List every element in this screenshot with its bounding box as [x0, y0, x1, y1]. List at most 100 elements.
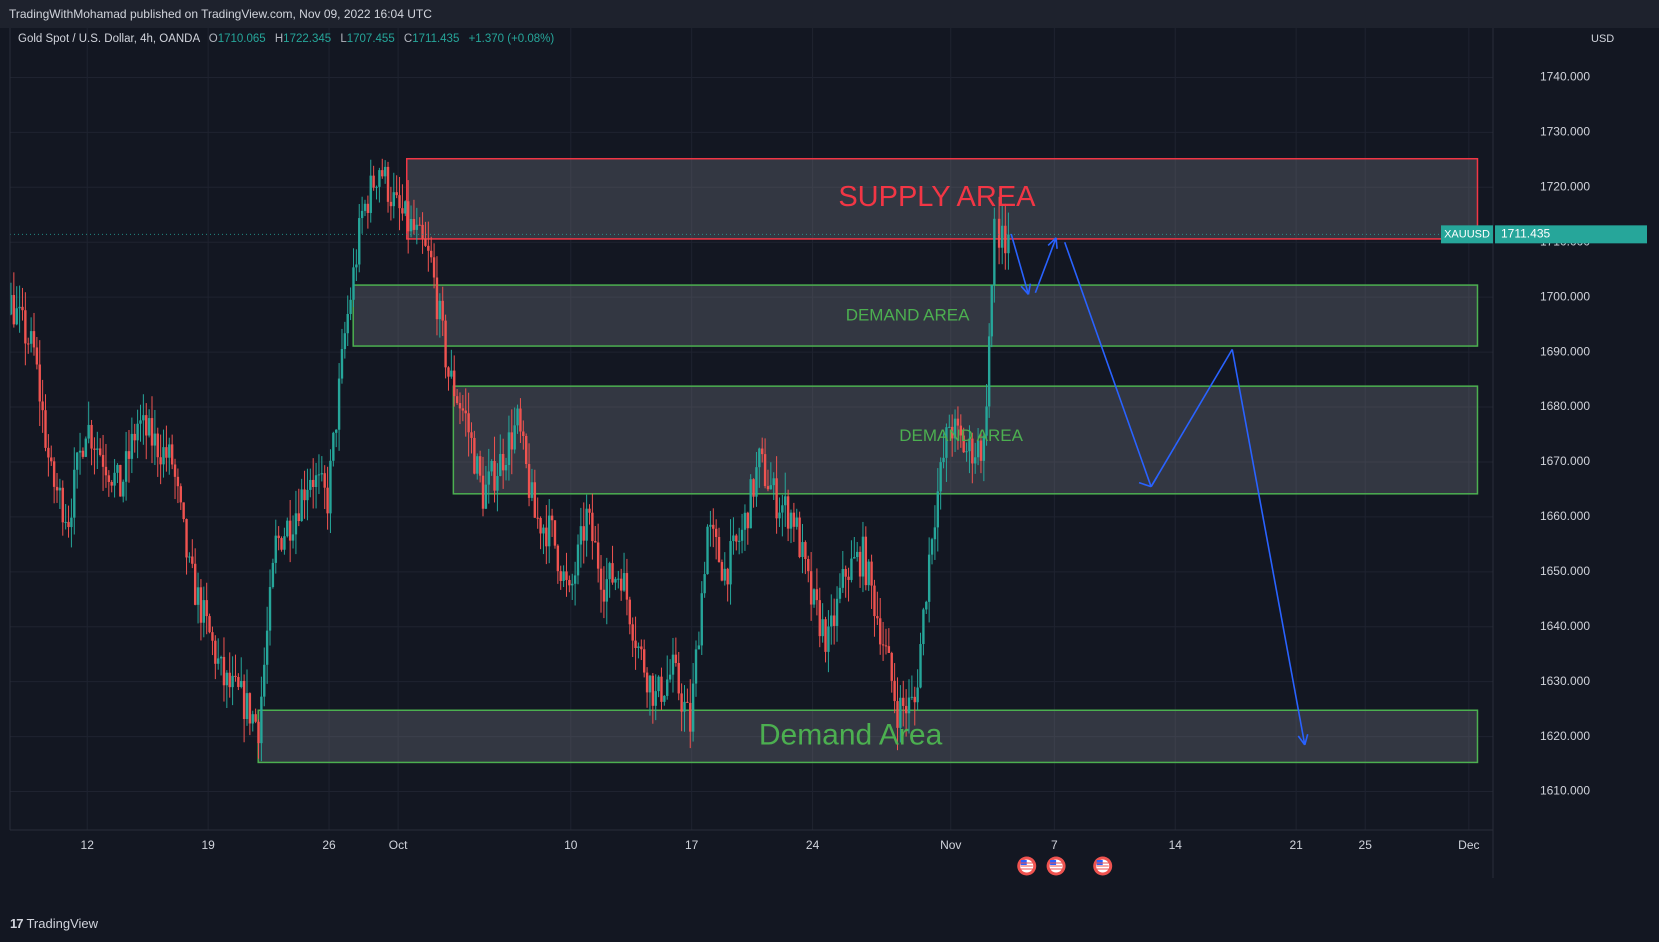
- candle-body: [697, 645, 701, 650]
- candle: [706, 524, 709, 575]
- candle: [982, 432, 986, 482]
- candle-body: [694, 649, 698, 684]
- candle: [447, 366, 450, 391]
- candle-body: [378, 170, 381, 187]
- candle-body: [801, 542, 804, 557]
- candle-body: [881, 644, 885, 646]
- candle: [965, 442, 968, 462]
- candle-body: [265, 630, 269, 665]
- candle: [7, 274, 9, 332]
- candle: [406, 180, 410, 254]
- candle: [712, 508, 715, 548]
- candle: [401, 184, 404, 221]
- candle-body: [861, 536, 865, 577]
- candle-body: [217, 658, 220, 664]
- candle: [294, 490, 298, 555]
- candle: [861, 521, 865, 593]
- candle-body: [75, 452, 79, 470]
- candle-body: [205, 600, 208, 617]
- candle: [807, 555, 810, 583]
- candle: [52, 457, 56, 504]
- arrowhead-line: [1020, 285, 1030, 295]
- candle-body: [752, 479, 755, 497]
- demand-zone: [352, 284, 1479, 347]
- candle-body: [622, 573, 626, 591]
- candle-body: [406, 201, 410, 232]
- candle-body: [930, 539, 934, 555]
- candle: [605, 557, 608, 625]
- candle-body: [245, 693, 249, 720]
- candle-body: [96, 448, 99, 450]
- candle-body: [993, 218, 996, 285]
- candle: [375, 185, 378, 200]
- candle: [219, 655, 223, 676]
- candle-body: [899, 697, 902, 728]
- candle: [786, 489, 790, 542]
- candle-body: [441, 300, 444, 321]
- candle: [263, 647, 266, 707]
- candle-body: [950, 426, 954, 439]
- time-axis-label: 25: [1359, 838, 1373, 852]
- candle: [467, 392, 470, 457]
- candle: [801, 523, 804, 574]
- candle: [985, 383, 988, 446]
- candle-body: [942, 457, 945, 463]
- candle: [240, 657, 243, 689]
- tradingview-brand[interactable]: 17 TradingView: [10, 916, 98, 931]
- candle: [758, 447, 761, 488]
- candle-body: [990, 284, 993, 337]
- candle-body: [84, 438, 88, 457]
- candle: [427, 221, 430, 272]
- candle-body: [815, 589, 819, 601]
- candle: [884, 628, 888, 655]
- candle-body: [458, 403, 462, 409]
- candle: [576, 534, 580, 585]
- candle: [231, 656, 234, 706]
- candle-body: [824, 619, 827, 652]
- candle: [522, 420, 525, 450]
- candle: [303, 470, 306, 519]
- candle-body: [283, 536, 286, 550]
- candle-body: [657, 676, 660, 692]
- candle-body: [504, 464, 508, 471]
- candle: [15, 286, 18, 326]
- candle: [602, 566, 606, 619]
- candle-body: [70, 517, 73, 528]
- candle: [948, 414, 951, 429]
- candle: [838, 573, 842, 604]
- candle-body: [648, 675, 652, 693]
- candle-body: [24, 310, 27, 344]
- candle-body: [674, 654, 678, 664]
- candle-body: [916, 687, 919, 703]
- candle-body: [974, 457, 977, 464]
- candle: [579, 507, 583, 568]
- candle: [470, 422, 473, 454]
- candle: [513, 407, 516, 454]
- candle: [683, 685, 686, 732]
- candle-body: [450, 370, 453, 377]
- candle-body: [717, 536, 721, 563]
- candle: [193, 548, 197, 606]
- candle-body: [360, 210, 364, 219]
- candle: [645, 667, 649, 708]
- candle-body: [985, 406, 988, 436]
- candle: [41, 379, 44, 433]
- candle-body: [435, 277, 439, 320]
- time-axis-label: 21: [1289, 838, 1303, 852]
- us-flag-event-icon: [1093, 856, 1113, 876]
- candle: [654, 674, 657, 721]
- candle: [50, 445, 53, 466]
- us-flag-event-icon: [1046, 856, 1066, 876]
- candle-body: [18, 306, 21, 309]
- candle: [202, 586, 206, 638]
- candle-body: [568, 579, 571, 586]
- candle-body: [430, 250, 433, 258]
- candle-body: [608, 563, 611, 580]
- time-axis-label: 24: [806, 838, 820, 852]
- candle-body: [263, 664, 266, 697]
- candle-body: [179, 486, 182, 503]
- candle-body: [303, 489, 306, 501]
- candle-body: [234, 675, 237, 677]
- candle: [968, 425, 971, 474]
